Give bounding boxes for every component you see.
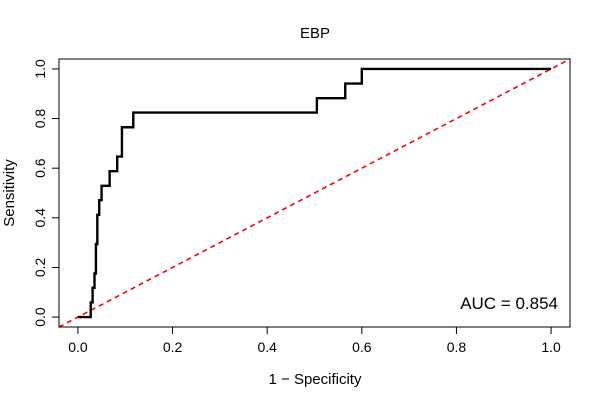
y-tick-label: 0.4 xyxy=(32,208,48,228)
auc-annotation: AUC = 0.854 xyxy=(460,294,558,313)
x-tick-label: 0.8 xyxy=(447,339,467,355)
plot-area xyxy=(58,58,571,328)
x-tick-label: 0.6 xyxy=(352,339,372,355)
y-tick-label: 1.0 xyxy=(32,59,48,79)
y-axis: 0.0 0.2 0.4 0.6 0.8 1.0 xyxy=(32,59,60,327)
reference-diagonal-line xyxy=(58,58,571,328)
x-axis: 0.0 0.2 0.4 0.6 0.8 1.0 xyxy=(68,326,561,355)
x-tick-label: 0.2 xyxy=(163,339,183,355)
x-tick-label: 0.4 xyxy=(257,339,277,355)
y-tick-label: 0.6 xyxy=(32,158,48,178)
chart-title: EBP xyxy=(300,25,330,42)
x-tick-label: 1.0 xyxy=(541,339,561,355)
y-tick-label: 0.8 xyxy=(32,109,48,129)
y-tick-label: 0.0 xyxy=(32,307,48,327)
y-tick-label: 0.2 xyxy=(32,258,48,278)
roc-curve-line xyxy=(77,67,552,319)
x-tick-label: 0.0 xyxy=(68,339,88,355)
x-axis-label: 1 − Specificity xyxy=(269,371,362,388)
y-axis-label: Sensitivity xyxy=(1,159,18,227)
